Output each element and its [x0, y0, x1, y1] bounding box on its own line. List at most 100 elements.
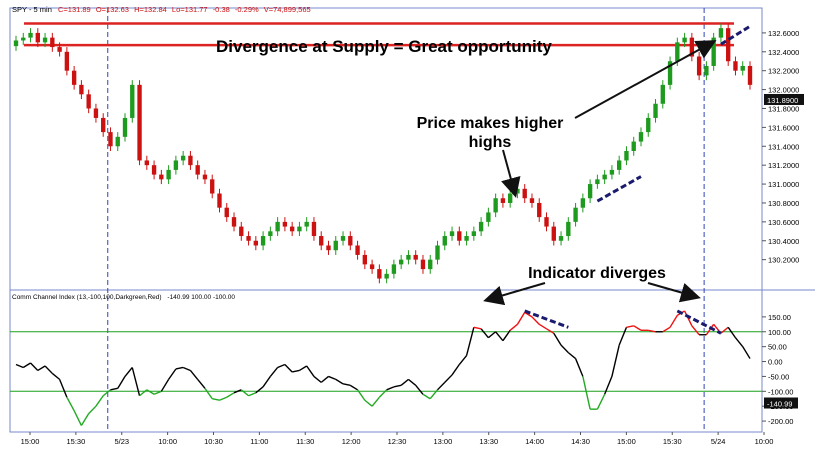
cci-segment-18: [146, 389, 155, 395]
candle-body-91: [675, 42, 680, 62]
cci-segment-78: [582, 376, 591, 410]
candle-body-39: [297, 226, 302, 232]
cci-segment-10: [88, 405, 97, 415]
cci-segment-60: [451, 364, 460, 376]
cci-segment-72: [538, 323, 547, 330]
candle-body-32: [246, 236, 251, 241]
price-axis: 132.6000 132.4000 132.2000 132.0000 131.8000…: [762, 29, 804, 265]
candle-body-22: [173, 160, 179, 170]
cci-segment-4: [44, 365, 53, 374]
cci-segment-77: [574, 358, 584, 377]
candle-body-37: [282, 221, 288, 227]
cci-segment-99: [734, 337, 744, 348]
last-cci-tag: [764, 397, 798, 409]
cci-segment-65: [487, 331, 497, 339]
candle-body-24: [188, 155, 193, 166]
high-label: H=132.84: [134, 5, 167, 14]
price-tick-label-5: 131.6000: [768, 123, 799, 132]
candle-body-19: [151, 165, 157, 175]
candle-body-69: [515, 188, 520, 194]
candle-body-45: [340, 236, 346, 241]
candle-body-26: [202, 174, 208, 180]
cci-segment-11: [95, 395, 104, 407]
arrow-to-cci-peak-1: [483, 282, 546, 306]
price-candles: [13, 23, 753, 284]
candle-body-20: [159, 174, 164, 180]
price-tick-label-2: 132.2000: [768, 67, 799, 76]
candle-body-49: [369, 264, 375, 270]
price-tick-label-6: 131.4000: [768, 142, 799, 151]
plot-border: [9, 7, 763, 433]
candle-body-74: [551, 226, 556, 241]
cci-segment-44: [335, 378, 344, 385]
cci-segment-92: [683, 310, 693, 327]
indicator-title: Comm Channel Index (13,-100,100,Darkgree…: [12, 294, 162, 301]
candle-body-75: [558, 236, 564, 241]
cci-segment-29: [226, 392, 235, 398]
candle-body-77: [573, 207, 578, 222]
candle-body-61: [457, 231, 462, 241]
cci-segment-24: [189, 370, 199, 380]
candle-body-10: [86, 94, 91, 109]
candle-body-1: [21, 37, 26, 41]
candle-body-31: [239, 226, 244, 237]
cci-segment-62: [465, 327, 475, 356]
candle-body-14: [115, 136, 120, 147]
candle-body-13: [108, 132, 113, 147]
last-price-label: 131.8900: [767, 96, 798, 105]
candle-body-64: [478, 221, 484, 232]
cci-segment-57: [429, 389, 439, 400]
candle-body-47: [355, 245, 360, 255]
candle-body-12: [101, 117, 106, 133]
price-tick-label-1: 132.4000: [768, 48, 799, 57]
cci-segment-97: [720, 326, 729, 334]
candle-body-83: [617, 160, 622, 170]
candle-body-85: [631, 141, 636, 151]
last-price-tag: [764, 93, 804, 105]
candle-body-94: [696, 56, 702, 76]
candle-body-71: [529, 198, 535, 203]
cci-segment-80: [596, 393, 606, 410]
cci-segment-31: [240, 389, 249, 397]
cci-segment-32: [248, 392, 257, 397]
candle-body-63: [471, 231, 477, 237]
indicator-annotation: Indicator diverges: [528, 265, 666, 282]
cci-segment-38: [292, 369, 300, 373]
cci-segment-70: [524, 311, 533, 318]
header-info: SPY - 5 min C=131.89 O=132.63 H=132.84 L…: [12, 5, 311, 14]
cci-segment-53: [400, 378, 409, 386]
change-pct-label: -0.29%: [235, 5, 259, 14]
candle-body-50: [377, 269, 382, 279]
candle-body-54: [406, 254, 411, 260]
candle-body-100: [740, 65, 745, 71]
cci-segment-56: [422, 393, 431, 400]
cci-tick-label-0: 150.00: [768, 313, 791, 322]
candle-body-66: [493, 198, 498, 213]
candle-body-81: [602, 174, 607, 180]
candle-body-25: [195, 165, 200, 175]
candle-body-86: [638, 132, 644, 142]
candle-body-58: [435, 245, 440, 260]
candle-body-98: [726, 28, 731, 62]
candle-body-53: [398, 259, 404, 265]
time-tick-label-4: 10:30: [204, 437, 223, 446]
cci-levels: [10, 331, 762, 392]
candle-body-8: [71, 70, 77, 85]
time-axis: 15:00 15:30 5/23 10:00 10:30 11:00 11:30 12:00 1…: [21, 432, 773, 446]
cci-segment-28: [219, 396, 228, 401]
cci-segment-20: [160, 379, 170, 392]
candle-body-59: [442, 236, 447, 246]
cci-segment-66: [495, 331, 504, 342]
cci-segment-47: [356, 389, 366, 401]
candle-body-40: [304, 221, 309, 227]
cci-segment-95: [705, 323, 715, 336]
cci-segment-48: [364, 399, 373, 407]
cci-segment-68: [509, 323, 518, 331]
cci-segment-59: [444, 374, 453, 383]
cci-segment-33: [255, 386, 264, 394]
arrow-to-price-highs: [501, 149, 521, 198]
candle-body-82: [609, 169, 615, 175]
cci-tick-label-2: 50.00: [768, 343, 787, 352]
volume-label: V=74,899,565: [264, 5, 311, 14]
candle-body-72: [537, 202, 542, 218]
